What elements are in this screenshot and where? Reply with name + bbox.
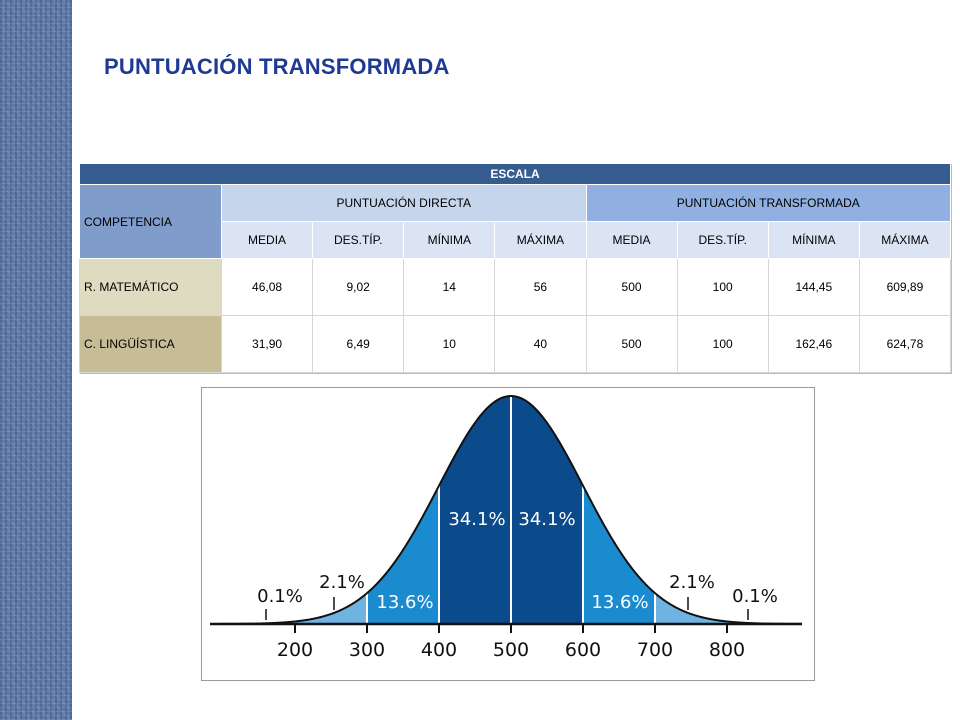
axis-tick-label: 600 [565, 639, 601, 661]
pct-outer-left: 0.1% [257, 586, 303, 607]
table-cell: 100 [676, 315, 769, 373]
table-subheader-row: MEDIA DES.TÍP. MÍNIMA MÁXIMA MEDIA DES.T… [80, 221, 952, 259]
curve-outline [210, 394, 803, 625]
axis-tick-label: 200 [277, 639, 313, 661]
subheader-des-tip: DES.TÍP. [676, 221, 769, 259]
subheader-media: MEDIA [220, 221, 314, 259]
pct-center-left: 34.1% [448, 509, 505, 530]
table-cell: 624,78 [858, 315, 952, 373]
subheader-maxima: MÁXIMA [858, 221, 952, 259]
table-cell: 500 [585, 315, 678, 373]
pct-tail-left: 2.1% [319, 572, 365, 593]
subheader-minima: MÍNIMA [767, 221, 860, 259]
competencia-header: COMPETENCIA [79, 184, 222, 259]
row-label-matematico: R. MATEMÁTICO [79, 258, 222, 316]
subheader-des-tip: DES.TÍP. [312, 221, 405, 259]
table-cell: 56 [494, 258, 587, 316]
table-cell: 9,02 [312, 258, 405, 316]
region-tail-left [295, 593, 367, 624]
subheader-maxima: MÁXIMA [494, 221, 587, 259]
page-title: PUNTUACIÓN TRANSFORMADA [104, 54, 450, 79]
row-label-linguistica: C. LINGÜÍSTICA [79, 315, 222, 373]
axis-tick-label: 800 [709, 639, 745, 661]
puntuacion-transformada-header: PUNTUACIÓN TRANSFORMADA [585, 184, 951, 222]
escala-header: ESCALA [79, 163, 951, 185]
table-cell: 100 [676, 258, 769, 316]
table-cell: 609,89 [858, 258, 952, 316]
pct-inner-right: 13.6% [591, 592, 648, 613]
table-row: R. MATEMÁTICO 46,08 9,02 14 56 500 100 1… [79, 258, 952, 316]
table-cell: 10 [403, 315, 496, 373]
axis-tick-label: 300 [349, 639, 385, 661]
table-cell: 40 [494, 315, 587, 373]
pct-inner-left: 13.6% [376, 592, 433, 613]
table-cell: 162,46 [767, 315, 860, 373]
table-header-row: ESCALA [79, 163, 951, 185]
table-cell: 144,45 [767, 258, 860, 316]
axis-tick-label: 700 [637, 639, 673, 661]
table-row: C. LINGÜÍSTICA 31,90 6,49 10 40 500 100 … [79, 315, 952, 373]
table-cell: 46,08 [220, 258, 314, 316]
axis-tick-label: 500 [493, 639, 529, 661]
table-group-row: COMPETENCIA PUNTUACIÓN DIRECTA PUNTUACIÓ… [79, 184, 951, 259]
table-cell: 500 [585, 258, 678, 316]
normal-curve-svg: 200 300 400 500 600 700 800 34.1% 34.1% 13.6% … [210, 394, 803, 661]
subheader-minima: MÍNIMA [403, 221, 496, 259]
table-cell: 14 [403, 258, 496, 316]
decorative-side-strip [0, 0, 72, 720]
scale-table: ESCALA COMPETENCIA PUNTUACIÓN DIRECTA PU… [79, 163, 952, 373]
puntuacion-directa-header: PUNTUACIÓN DIRECTA [221, 184, 587, 222]
pct-outer-right: 0.1% [732, 586, 778, 607]
subheader-media: MEDIA [585, 221, 678, 259]
axis-tick-label: 400 [421, 639, 457, 661]
normal-distribution-figure: 200 300 400 500 600 700 800 34.1% 34.1% 13.6% … [201, 387, 815, 681]
region-tail-right [655, 593, 727, 624]
pct-tail-right: 2.1% [669, 572, 715, 593]
table-cell: 31,90 [220, 315, 314, 373]
pct-center-right: 34.1% [518, 509, 575, 530]
table-cell: 6,49 [312, 315, 405, 373]
